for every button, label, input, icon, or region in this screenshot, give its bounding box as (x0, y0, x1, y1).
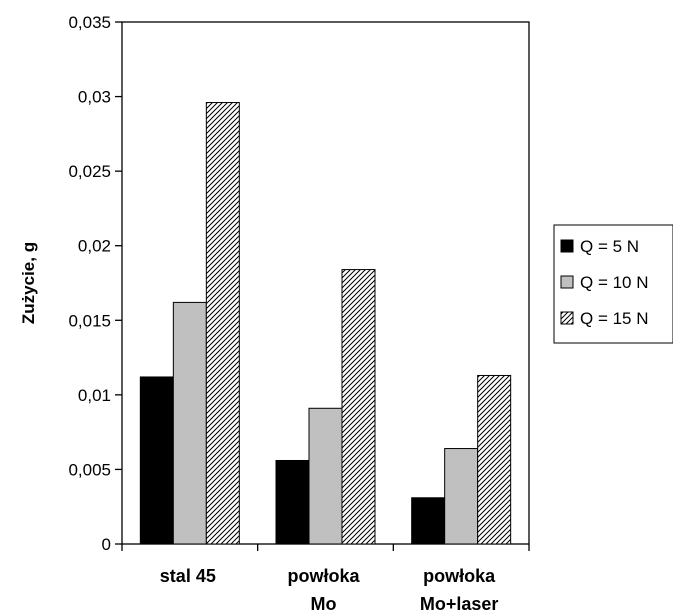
legend-label: Q = 10 N (580, 273, 649, 292)
bars-group (139, 102, 512, 545)
y-tick-label: 0,03 (78, 88, 111, 107)
bar-series-2-category-1 (172, 301, 207, 545)
legend-label: Q = 15 N (580, 309, 649, 328)
y-tick-label: 0 (102, 535, 111, 554)
x-category-label: stal 45 (160, 566, 216, 586)
y-axis: 0 0,005 0,01 0,015 0,02 0,025 0,03 0,035 (68, 13, 122, 554)
x-axis: stal 45 powłoka Mo powłoka Mo+laser (121, 544, 530, 614)
bar-series-1-category-1 (139, 376, 174, 545)
legend-swatch (560, 239, 574, 253)
y-tick-label: 0,025 (68, 162, 111, 181)
legend-swatch (560, 311, 574, 325)
y-tick-label: 0,015 (68, 311, 111, 330)
legend-box (553, 224, 673, 344)
bar-series-1-category-2 (275, 459, 310, 545)
x-category-label: Mo (311, 594, 337, 614)
bar-series-2-category-3 (444, 448, 479, 545)
legend-swatch (560, 275, 574, 289)
y-tick-label: 0,005 (68, 460, 111, 479)
y-tick-label: 0,02 (78, 237, 111, 256)
x-category-label: powłoka (423, 566, 496, 586)
bar-series-3-category-1 (205, 102, 240, 545)
y-tick-label: 0,035 (68, 13, 111, 32)
bar-series-1-category-3 (411, 497, 446, 545)
x-category-label: powłoka (287, 566, 360, 586)
legend-label: Q = 5 N (580, 237, 639, 256)
legend: Q = 5 N Q = 10 N Q = 15 N (553, 224, 673, 344)
y-axis-title: Zużycie, g (19, 242, 38, 324)
bar-series-3-category-2 (341, 269, 376, 545)
bar-series-3-category-3 (477, 374, 512, 545)
bar-series-2-category-2 (308, 407, 343, 545)
y-tick-label: 0,01 (78, 386, 111, 405)
x-category-label: Mo+laser (420, 594, 499, 614)
